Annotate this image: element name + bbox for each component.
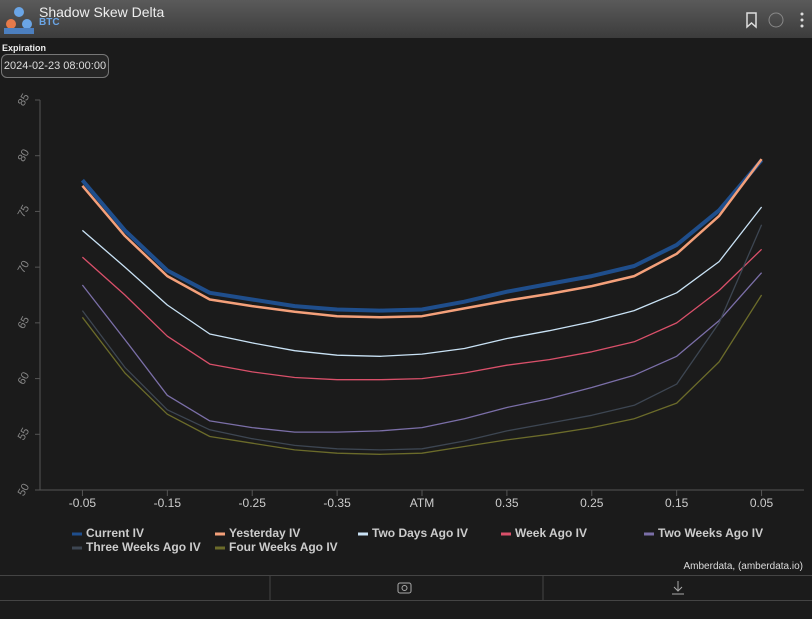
series-line: [81, 272, 763, 433]
toolbar-icons[interactable]: [0, 576, 812, 600]
header: Shadow Skew Delta BTC: [0, 0, 812, 38]
x-tick-label: -0.05: [69, 496, 97, 510]
x-tick-label: -0.15: [154, 496, 182, 510]
y-tick-label: 80: [16, 147, 33, 164]
legend-label: Two Days Ago IV: [372, 526, 468, 540]
series-line: [80, 158, 764, 313]
legend-label: Four Weeks Ago IV: [229, 540, 338, 554]
chart: 50 55 60 65 70 75 80 85 -0.05 -0.15 -0.25 -0.35 ATM 0…: [16, 92, 804, 554]
x-tick-label: 0.05: [750, 496, 774, 510]
y-tick-label: 60: [16, 370, 33, 387]
x-tick-label: ATM: [410, 496, 434, 510]
y-tick-label: 55: [16, 426, 33, 443]
series-line: [81, 224, 763, 451]
y-tick-label: 75: [16, 203, 33, 220]
x-tick-label: 0.15: [665, 496, 689, 510]
x-tick-label: -0.25: [239, 496, 267, 510]
legend-label: Three Weeks Ago IV: [86, 540, 201, 554]
y-tick-label: 65: [16, 315, 33, 332]
toolbar: [0, 575, 812, 601]
legend-label: Two Weeks Ago IV: [658, 526, 763, 540]
x-tick-label: 0.35: [495, 496, 519, 510]
expiration-label: Expiration: [2, 43, 47, 53]
logo: [4, 7, 34, 34]
subtitle: BTC: [39, 17, 60, 28]
header-icons[interactable]: [740, 5, 810, 35]
credit: Amberdata, (amberdata.io): [683, 561, 803, 572]
y-tick-label: 85: [16, 92, 33, 109]
expiration-select[interactable]: 2024-02-23 08:00:00: [1, 54, 109, 78]
title: Shadow Skew Delta: [39, 4, 165, 20]
x-tick-label: 0.25: [580, 496, 604, 510]
y-tick-label: 70: [16, 259, 33, 276]
legend-label: Week Ago IV: [515, 526, 587, 540]
legend-label: Current IV: [86, 526, 144, 540]
x-tick-label: -0.35: [323, 496, 351, 510]
series-line: [81, 206, 763, 357]
y-tick-label: 50: [16, 482, 33, 499]
legend-label: Yesterday IV: [229, 526, 300, 540]
series-line: [81, 248, 763, 381]
series-line: [81, 294, 763, 455]
series-line: [81, 158, 763, 319]
